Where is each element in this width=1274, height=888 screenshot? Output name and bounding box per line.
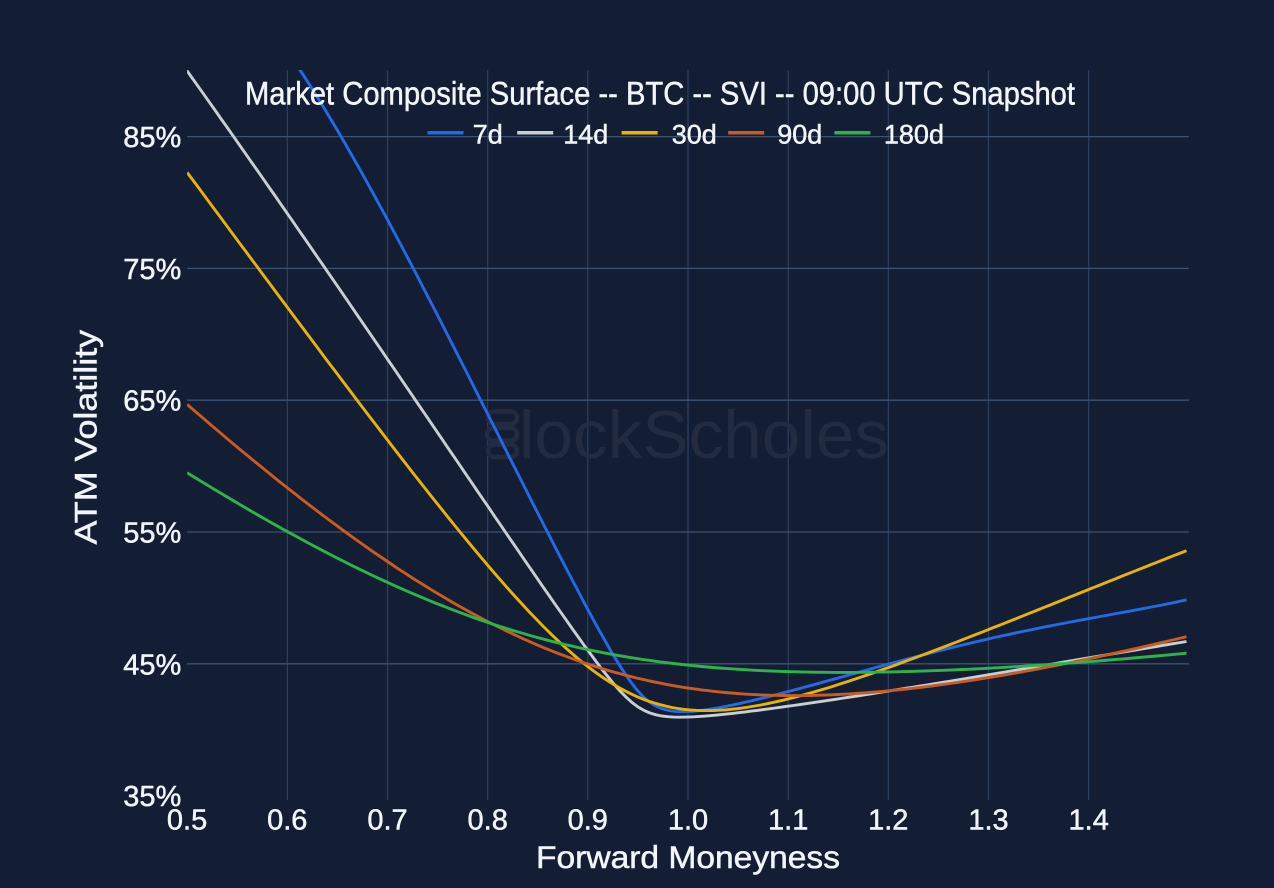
svg-text:45%: 45% <box>123 649 181 681</box>
svg-text:1.1: 1.1 <box>768 805 808 837</box>
svg-text:180d: 180d <box>884 120 944 150</box>
svg-text:75%: 75% <box>123 254 181 286</box>
svg-text:90d: 90d <box>777 120 822 150</box>
svg-text:65%: 65% <box>123 386 181 418</box>
svg-text:0.9: 0.9 <box>568 805 608 837</box>
svg-text:35%: 35% <box>123 781 181 813</box>
svg-text:85%: 85% <box>123 122 181 154</box>
svg-text:lockScholes: lockScholes <box>519 397 889 473</box>
svg-text:0.6: 0.6 <box>267 805 307 837</box>
svg-text:14d: 14d <box>563 120 608 150</box>
svg-text:Market Composite Surface -- BT: Market Composite Surface -- BTC -- SVI -… <box>245 76 1075 112</box>
svg-text:0.8: 0.8 <box>468 805 508 837</box>
svg-text:ATM Volatility: ATM Volatility <box>68 330 104 545</box>
svg-text:7d: 7d <box>473 120 503 150</box>
svg-text:55%: 55% <box>123 518 181 550</box>
svg-text:1.4: 1.4 <box>1069 805 1109 837</box>
svg-text:30d: 30d <box>672 120 717 150</box>
svg-text:1.0: 1.0 <box>668 805 708 837</box>
svg-text:1.2: 1.2 <box>868 805 908 837</box>
svg-text:1.3: 1.3 <box>968 805 1008 837</box>
svg-text:0.5: 0.5 <box>167 805 207 837</box>
svg-text:0.7: 0.7 <box>367 805 407 837</box>
svg-text:Forward Moneyness: Forward Moneyness <box>536 839 840 875</box>
